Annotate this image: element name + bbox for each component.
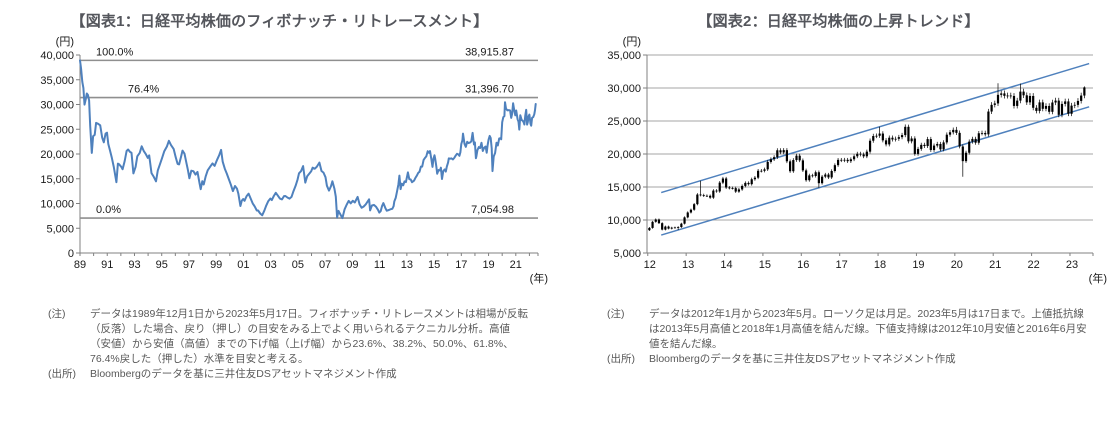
- svg-text:10,000: 10,000: [40, 199, 74, 211]
- svg-text:30,000: 30,000: [607, 83, 641, 95]
- figure1-title: 【図表1：日経平均株価のフィボナッチ・リトレースメント】: [70, 13, 489, 30]
- svg-text:5,000: 5,000: [613, 248, 641, 260]
- svg-text:01: 01: [237, 259, 249, 271]
- nikkei-price-line: [79, 59, 537, 220]
- svg-text:35,000: 35,000: [40, 75, 74, 87]
- svg-text:(円): (円): [56, 36, 74, 48]
- svg-text:99: 99: [210, 259, 222, 271]
- svg-text:18: 18: [874, 259, 886, 271]
- svg-text:95: 95: [156, 259, 168, 271]
- figure2-panel: 【図表2：日経平均株価の上昇トレンド】 (円) 5,000 10,000 15,000…: [559, 0, 1118, 422]
- svg-text:0: 0: [68, 248, 74, 260]
- note-text: データは1989年12月1日から2023年5月17日。フィボナッチ・リトレースメ…: [90, 308, 529, 365]
- svg-text:14: 14: [720, 259, 732, 271]
- svg-text:12: 12: [644, 259, 656, 271]
- axes: (円) 0 5,000 10,000 15,000 20,000 25,000 30,000 3…: [40, 36, 548, 285]
- note-text: データは2012年1月から2023年5月。ローソク足は月足。2023年5月は17…: [649, 308, 1087, 350]
- uptrend-candlestick-chart: (円) 5,000 10,000 15,000 20,000 25,000 30,000 35…: [575, 33, 1118, 291]
- svg-text:16: 16: [797, 259, 809, 271]
- source-text: Bloombergのデータを基に三井住友DSアセットマネジメント作成: [649, 352, 956, 365]
- svg-text:13: 13: [401, 259, 413, 271]
- source-label: (出所): [607, 352, 635, 365]
- svg-text:89: 89: [74, 259, 86, 271]
- candlestick-chart-svg: (円) 5,000 10,000 15,000 20,000 25,000 30,000 35…: [607, 36, 1107, 285]
- figure1-notes: (注) データは1989年12月1日から2023年5月17日。フィボナッチ・リト…: [48, 307, 530, 382]
- fibonacci-levels: 100.0% 38,915.87 76.4% 31,396.70 0.0% 7,054.9…: [80, 46, 538, 219]
- svg-text:03: 03: [265, 259, 277, 271]
- svg-text:93: 93: [128, 259, 140, 271]
- svg-text:0.0%: 0.0%: [96, 204, 121, 216]
- monthly-candles: [648, 83, 1086, 231]
- source-label: (出所): [48, 367, 76, 380]
- svg-text:(年): (年): [1089, 271, 1107, 285]
- svg-text:09: 09: [346, 259, 358, 271]
- figure2-title: 【図表2：日経平均株価の上昇トレンド】: [697, 13, 980, 30]
- svg-text:76.4%: 76.4%: [128, 84, 159, 96]
- svg-text:10,000: 10,000: [607, 215, 641, 227]
- note-label: (注): [48, 308, 66, 320]
- svg-text:19: 19: [482, 259, 494, 271]
- figure2-note-row: (注) データは2012年1月から2023年5月。ローソク足は月足。2023年5…: [607, 307, 1089, 352]
- svg-text:11: 11: [374, 259, 385, 271]
- svg-text:15,000: 15,000: [40, 174, 74, 186]
- svg-text:15: 15: [759, 259, 771, 271]
- svg-text:91: 91: [101, 259, 113, 271]
- figure2-notes: (注) データは2012年1月から2023年5月。ローソク足は月足。2023年5…: [607, 307, 1089, 367]
- fibonacci-retracement-chart: (円) 0 5,000 10,000 15,000 20,000 25,000 30,000 3…: [16, 33, 559, 291]
- svg-text:22: 22: [1027, 259, 1039, 271]
- svg-text:30,000: 30,000: [40, 100, 74, 112]
- source-text: Bloombergのデータを基に三井住友DSアセットマネジメント作成: [90, 367, 397, 380]
- svg-text:17: 17: [836, 259, 848, 271]
- svg-text:25,000: 25,000: [40, 124, 74, 136]
- axes: (円) 5,000 10,000 15,000 20,000 25,000 30,000 35…: [607, 36, 1107, 285]
- svg-text:40,000: 40,000: [40, 50, 74, 62]
- svg-text:21: 21: [510, 259, 522, 271]
- svg-text:38,915.87: 38,915.87: [465, 46, 514, 58]
- svg-text:15,000: 15,000: [607, 182, 641, 194]
- svg-text:23: 23: [1066, 259, 1078, 271]
- svg-text:97: 97: [183, 259, 195, 271]
- svg-text:17: 17: [455, 259, 467, 271]
- svg-text:25,000: 25,000: [607, 116, 641, 128]
- figure1-panel: 【図表1：日経平均株価のフィボナッチ・リトレースメント】 (円) 0 5,000 10…: [16, 13, 559, 382]
- svg-text:07: 07: [319, 259, 331, 271]
- svg-text:20: 20: [951, 259, 963, 271]
- svg-text:20,000: 20,000: [607, 149, 641, 161]
- svg-text:7,054.98: 7,054.98: [471, 204, 514, 216]
- trend-channel-lines: [660, 62, 1090, 236]
- figure1-source-row: (出所) Bloombergのデータを基に三井住友DSアセットマネジメント作成: [48, 367, 530, 382]
- svg-text:35,000: 35,000: [607, 50, 641, 62]
- svg-text:(円): (円): [623, 36, 641, 48]
- svg-text:100.0%: 100.0%: [96, 46, 134, 58]
- svg-text:(年): (年): [530, 271, 548, 285]
- svg-text:19: 19: [912, 259, 924, 271]
- svg-text:13: 13: [682, 259, 694, 271]
- svg-text:21: 21: [989, 259, 1001, 271]
- gridlines: [647, 54, 1093, 221]
- svg-text:5,000: 5,000: [46, 223, 74, 235]
- line-chart-svg: (円) 0 5,000 10,000 15,000 20,000 25,000 30,000 3…: [40, 36, 548, 285]
- svg-text:20,000: 20,000: [40, 149, 74, 161]
- svg-text:15: 15: [428, 259, 440, 271]
- note-label: (注): [607, 308, 625, 320]
- figure2-source-row: (出所) Bloombergのデータを基に三井住友DSアセットマネジメント作成: [607, 352, 1089, 367]
- svg-text:31,396.70: 31,396.70: [465, 84, 514, 96]
- svg-text:05: 05: [292, 259, 304, 271]
- figure1-note-row: (注) データは1989年12月1日から2023年5月17日。フィボナッチ・リト…: [48, 307, 530, 367]
